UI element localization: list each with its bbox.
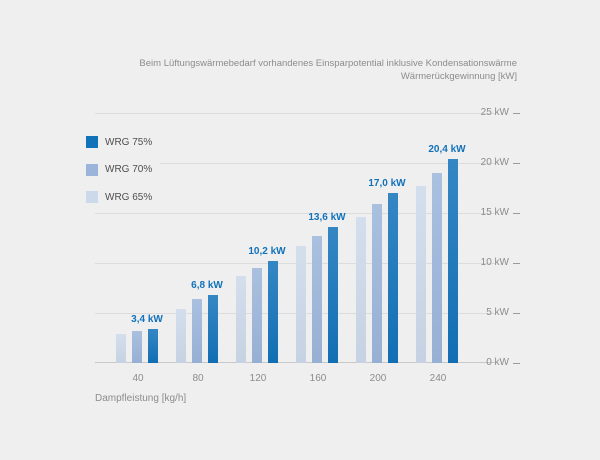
y-tick-mark — [513, 163, 520, 164]
y-tick-label: 15 kW — [480, 207, 509, 218]
bar-value-label: 20,4 kW — [428, 144, 466, 155]
chart-title-line2: Wärmerückgewinnung [kW] — [400, 71, 517, 82]
bar-wrg-75--120 — [268, 261, 278, 363]
y-tick-mark — [513, 263, 520, 264]
bar-wrg-70--240 — [432, 173, 442, 363]
bar-value-label: 3,4 kW — [131, 314, 163, 325]
legend-item-wrg-70-: WRG 70% — [84, 161, 161, 178]
bar-wrg-70--40 — [132, 331, 142, 363]
gridline — [95, 313, 495, 314]
y-tick-mark — [513, 213, 520, 214]
gridline — [95, 263, 495, 264]
x-tick-label: 160 — [309, 373, 327, 384]
legend-swatch — [86, 191, 98, 203]
bar-wrg-70--160 — [312, 236, 322, 363]
bar-wrg-75--40 — [148, 329, 158, 363]
bar-value-label: 13,6 kW — [308, 212, 346, 223]
y-tick-label: 25 kW — [480, 107, 509, 118]
bar-wrg-75--240 — [448, 159, 458, 363]
x-tick-label: 240 — [429, 373, 447, 384]
bar-wrg-70--80 — [192, 299, 202, 363]
x-tick-label: 80 — [192, 373, 204, 384]
bar-wrg-65--240 — [416, 186, 426, 363]
legend-item-wrg-75-: WRG 75% — [84, 134, 161, 150]
y-tick-mark — [513, 313, 520, 314]
gridline — [95, 163, 495, 164]
x-tick-label: 200 — [369, 373, 387, 384]
x-axis-line — [95, 362, 495, 363]
legend-swatch — [86, 163, 98, 176]
y-tick-label: 20 kW — [480, 157, 509, 168]
bar-wrg-70--120 — [252, 268, 262, 363]
y-tick-label: 5 kW — [486, 307, 509, 318]
y-tick-label: 10 kW — [480, 257, 509, 268]
x-tick-label: 120 — [249, 373, 267, 384]
bar-value-label: 6,8 kW — [191, 280, 223, 291]
y-tick-mark — [513, 113, 520, 114]
legend-swatch — [86, 136, 98, 148]
bar-value-label: 10,2 kW — [248, 246, 286, 257]
chart-title: Beim Lüftungswärmebedarf vorhandenes Ein… — [57, 57, 517, 83]
bar-wrg-70--200 — [372, 204, 382, 363]
bar-wrg-65--160 — [296, 246, 306, 363]
legend-item-wrg-65-: WRG 65% — [84, 189, 161, 205]
y-tick-mark — [513, 363, 520, 364]
legend-label: WRG 75% — [105, 136, 153, 148]
bar-wrg-65--80 — [176, 309, 186, 363]
bar-wrg-65--200 — [356, 217, 366, 363]
x-axis-label: Dampfleistung [kg/h] — [95, 393, 187, 404]
gridline — [95, 113, 495, 114]
bar-wrg-75--160 — [328, 227, 338, 363]
bar-wrg-75--80 — [208, 295, 218, 363]
bar-value-label: 17,0 kW — [368, 178, 406, 189]
gridline — [95, 213, 495, 214]
y-tick-label: 0 kW — [486, 357, 509, 368]
legend-label: WRG 65% — [105, 191, 153, 203]
bar-wrg-65--120 — [236, 276, 246, 363]
chart-title-line1: Beim Lüftungswärmebedarf vorhandenes Ein… — [139, 58, 517, 69]
bar-wrg-75--200 — [388, 193, 398, 363]
legend-label: WRG 70% — [105, 164, 153, 175]
bar-wrg-65--40 — [116, 334, 126, 363]
x-tick-label: 40 — [132, 373, 144, 384]
